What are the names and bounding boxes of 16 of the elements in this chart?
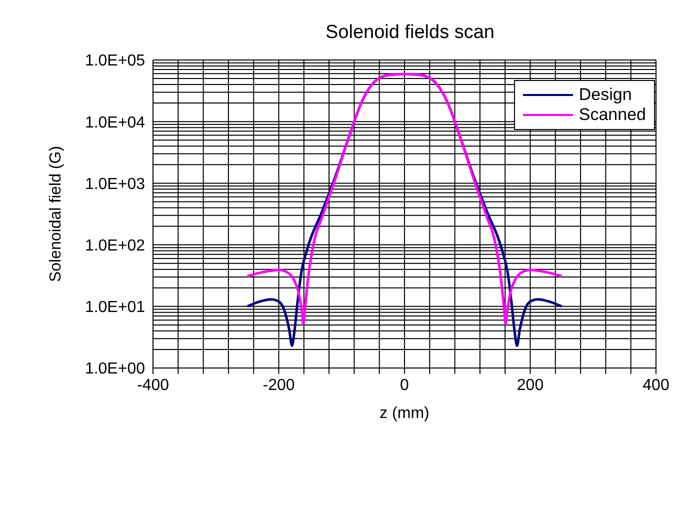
x-axis-title: z (mm) [380, 405, 430, 422]
x-tick-label: 200 [516, 377, 544, 394]
legend-label: Scanned [578, 105, 646, 125]
x-tick-label: 0 [400, 377, 410, 394]
y-tick-label: 1.0E+04 [84, 114, 146, 132]
chart-title: Solenoid fields scan [326, 22, 494, 43]
y-tick-label: 1.0E+03 [84, 176, 146, 193]
y-tick-label: 1.0E+02 [84, 237, 146, 254]
x-tick-label: -200 [262, 377, 295, 394]
x-tick-label: -400 [136, 377, 170, 394]
y-axis-title: Solenoidal field (G) [48, 146, 65, 282]
x-tick-label: 400 [642, 377, 670, 394]
legend-label: Design [578, 85, 632, 105]
y-tick-label: 1.0E+01 [84, 299, 146, 316]
y-tick-label: 1.0E+05 [84, 52, 146, 70]
y-tick-label: 1.0E+00 [84, 360, 146, 378]
